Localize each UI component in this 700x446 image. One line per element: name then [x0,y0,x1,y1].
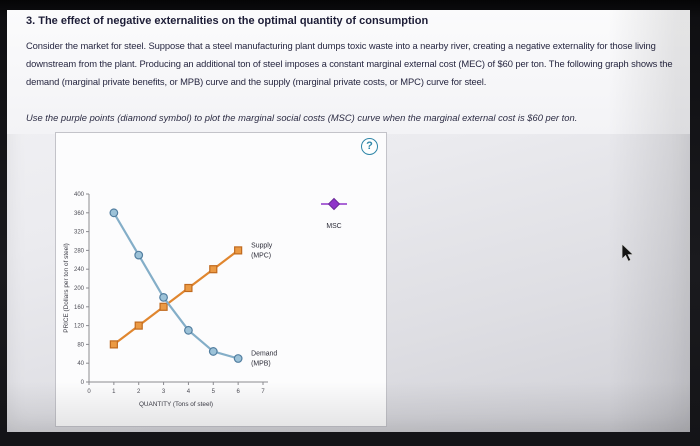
x-tick-label: 0 [87,389,91,395]
steel-market-graph: 0 40 80 120 160 200 240 280 320 360 400 0 1 2 3 4 5 6 7 QUA… [63,192,347,408]
axes [88,194,268,383]
x-tick-label: 2 [137,389,141,395]
course-window: 3. The effect of negative externalities … [7,10,690,432]
y-tick-label: 40 [77,361,84,367]
demand-curve-line [112,212,239,360]
msc-label: MSC [326,223,341,230]
question-text-area: 3. The effect of negative externalities … [7,10,690,134]
supply-point [234,246,243,255]
y-tick-label: 280 [74,248,85,254]
demand-point [159,292,168,302]
demand-point [184,325,193,335]
help-button[interactable]: ? [361,138,378,155]
y-tick-label: 320 [74,230,85,236]
x-tick-label: 6 [236,389,240,395]
supply-point [209,265,218,274]
x-tick-label: 3 [162,389,166,395]
demand-point [233,354,243,363]
x-tick-label: 5 [212,389,216,395]
supply-curve-line [113,249,239,346]
y-tick-label: 120 [74,324,85,330]
x-tick-label: 1 [112,389,116,395]
x-tick-label: 7 [261,389,265,395]
msc-diamond-icon [327,197,341,211]
demand-curve-label: (MPB) [251,361,271,368]
demand-point [208,347,218,356]
mouse-cursor [621,244,635,262]
x-tick-label: 4 [187,389,191,395]
question-title: 3. The effect of negative externalities … [26,15,429,27]
y-tick-label: 0 [81,380,85,386]
demand-point [109,208,119,218]
y-tick-label: 200 [74,286,85,292]
y-axis-title: PRICE (Dollars per ton of steel) [63,243,70,333]
question-instruction: Use the purple points (diamond symbol) t… [26,112,578,123]
supply-point [184,283,193,293]
demand-point [134,250,144,260]
y-tick-label: 160 [74,305,85,311]
supply-point [134,321,143,330]
supply-curve-label: (MPC) [251,252,271,259]
supply-curve-label: Supply [251,242,273,249]
y-tick-label: 80 [77,342,84,348]
y-tick-label: 360 [74,211,85,217]
graph-panel: ? 0 40 80 120 160 200 240 280 320 360 400 0 1 2 3 4 5 6 7 Q… [55,132,387,427]
demand-curve-label: Demand [251,351,277,358]
supply-point [159,302,168,311]
y-tick-label: 400 [74,192,85,198]
y-tick-label: 240 [74,267,85,273]
supply-point [109,340,118,349]
question-paragraph: Consider the market for steel. Suppose t… [26,40,673,87]
msc-palette-point[interactable] [321,197,347,211]
x-axis-title: QUANTITY (Tons of steel) [139,401,213,408]
